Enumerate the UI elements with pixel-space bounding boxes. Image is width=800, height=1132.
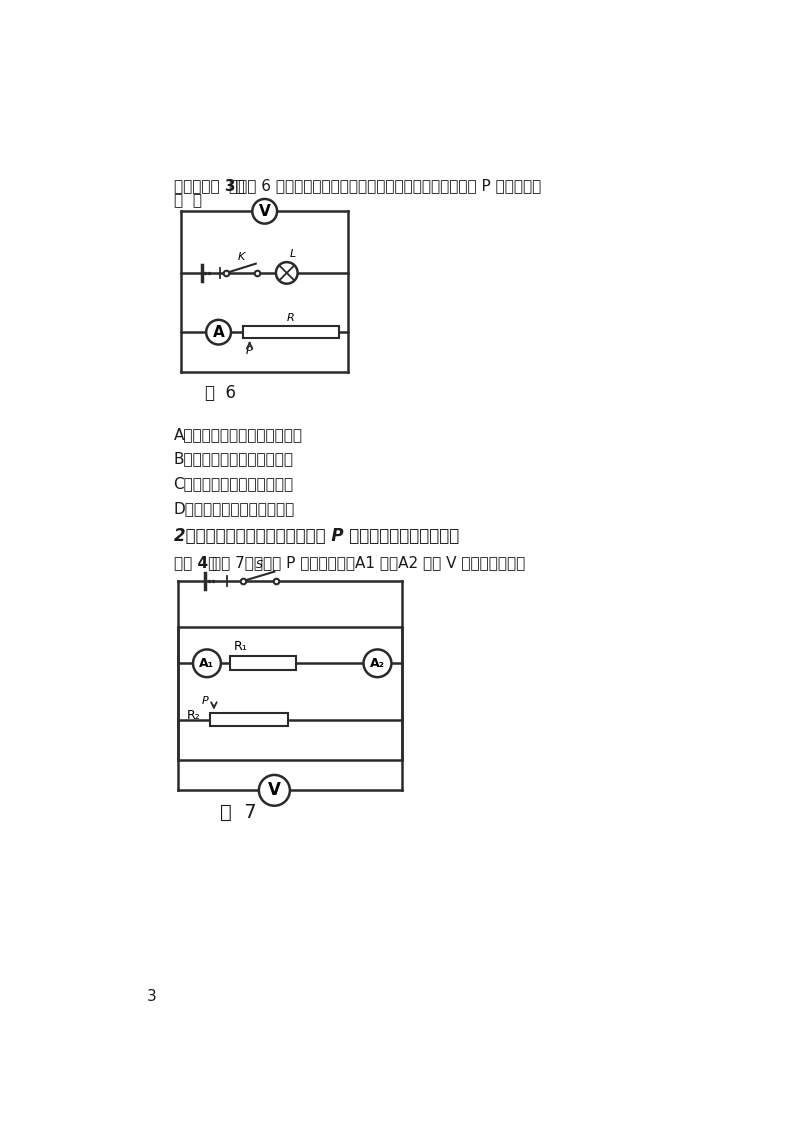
Text: K: K bbox=[238, 252, 246, 263]
Text: L: L bbox=[290, 249, 296, 259]
Text: C．电流表示数变小，灯变亮: C．电流表示数变小，灯变亮 bbox=[174, 477, 294, 491]
Circle shape bbox=[193, 650, 221, 677]
Bar bbox=[210, 712, 287, 727]
Text: R₁: R₁ bbox=[234, 640, 248, 652]
Text: A: A bbox=[213, 325, 225, 340]
Text: V: V bbox=[268, 781, 281, 799]
Text: 图  6: 图 6 bbox=[205, 384, 236, 402]
Text: D．电流表示数不变，灯变暗: D．电流表示数不变，灯变暗 bbox=[174, 500, 295, 516]
Text: R₂: R₂ bbox=[187, 709, 201, 722]
Text: B．电压表示数变小，灯变亮: B．电压表示数变小，灯变亮 bbox=[174, 452, 294, 466]
Text: P: P bbox=[202, 696, 209, 705]
Circle shape bbox=[363, 650, 391, 677]
Text: A．电压表示数变大，灯变暗、: A．电压表示数变大，灯变暗、 bbox=[174, 427, 302, 441]
Text: P: P bbox=[246, 346, 253, 357]
Text: V: V bbox=[259, 204, 270, 218]
Text: 【变式训练 3】: 【变式训练 3】 bbox=[174, 178, 244, 194]
Circle shape bbox=[206, 320, 231, 344]
Text: A₂: A₂ bbox=[370, 657, 385, 670]
Bar bbox=[230, 657, 296, 670]
Text: 在如图 6 所示电路中，当闭合开关后，滑动变阻器的滑动片 P 向右移动时: 在如图 6 所示电路中，当闭合开关后，滑动变阻器的滑动片 P 向右移动时 bbox=[230, 178, 542, 194]
Circle shape bbox=[276, 263, 298, 284]
Text: （  ）: （ ） bbox=[174, 194, 202, 208]
Text: 【例 4】: 【例 4】 bbox=[174, 556, 217, 571]
Text: 2．并联电路中滑动变阻器的滑片 P 的位置的变化引起的变化: 2．并联电路中滑动变阻器的滑片 P 的位置的变化引起的变化 bbox=[174, 528, 459, 544]
Text: R: R bbox=[287, 312, 295, 323]
Text: 如图 7，当滑片 P 向右移动时，A1 表、A2 表和 V 表将如何变化？: 如图 7，当滑片 P 向右移动时，A1 表、A2 表和 V 表将如何变化？ bbox=[212, 556, 526, 571]
Text: S: S bbox=[256, 560, 263, 571]
Circle shape bbox=[259, 775, 290, 806]
Text: 图  7: 图 7 bbox=[220, 804, 257, 823]
Bar bbox=[243, 326, 338, 338]
Text: 3: 3 bbox=[146, 989, 156, 1004]
Text: A₁: A₁ bbox=[199, 657, 214, 670]
Circle shape bbox=[252, 199, 277, 224]
